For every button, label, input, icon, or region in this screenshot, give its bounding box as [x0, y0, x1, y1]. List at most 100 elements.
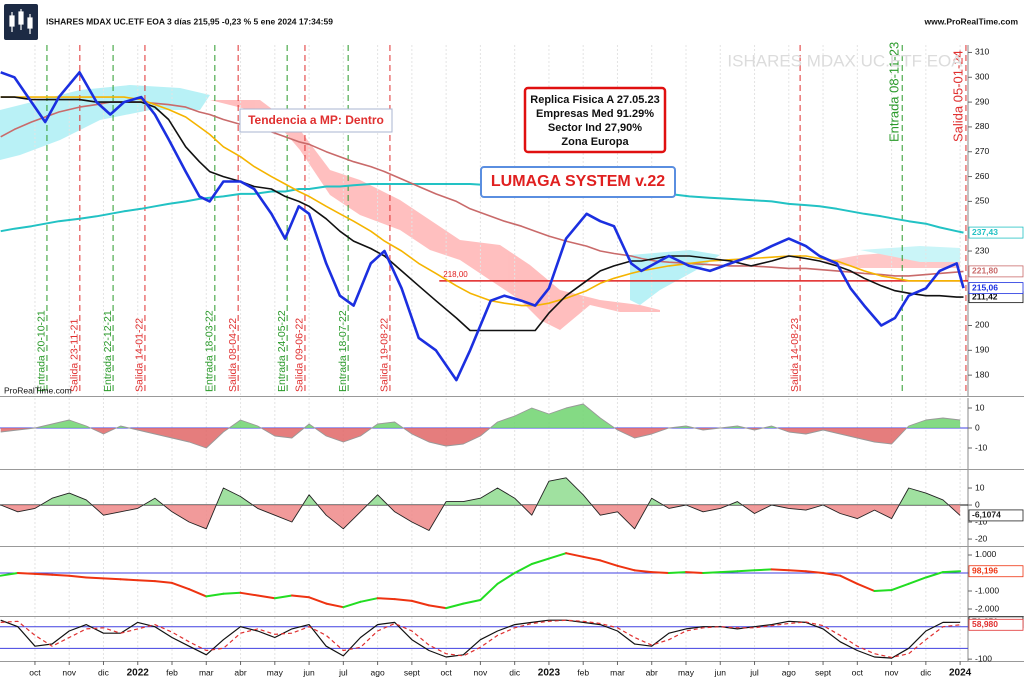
x-tick-label: dic: [509, 667, 521, 677]
y-tick-label: 0: [975, 422, 980, 432]
event-label: Entrada 24-05-22: [276, 310, 288, 392]
y-tick-label: 310: [975, 47, 989, 57]
series-line: [0, 96, 964, 332]
y-tick-label: 300: [975, 72, 989, 82]
line-segment: [153, 580, 174, 584]
line-segment: [856, 582, 876, 593]
y-tick-label: -20: [975, 533, 988, 543]
x-tick-label: mar: [199, 667, 214, 677]
line-segment: [68, 574, 88, 579]
line-segment: [496, 571, 516, 585]
x-tick-label: 2023: [538, 668, 561, 679]
line-segment: [239, 591, 259, 597]
event-label: Entrada 22-12-21: [102, 310, 114, 392]
line-segment: [616, 564, 636, 572]
x-tick-label: ago: [371, 667, 385, 677]
line-segment: [633, 569, 653, 574]
line-segment: [941, 570, 962, 574]
x-tick-label: 2024: [949, 668, 972, 679]
line-segment: [462, 599, 482, 605]
line-segment: [787, 569, 807, 573]
y-tick-label: 10: [975, 482, 985, 492]
y-tick-label: 290: [975, 96, 989, 106]
x-tick-label: nov: [62, 667, 76, 677]
line-segment: [753, 568, 773, 572]
x-tick-label: jul: [338, 667, 348, 677]
line-segment: [530, 557, 550, 565]
x-tick-label: nov: [474, 667, 488, 677]
y-tick-label: 10: [975, 402, 985, 412]
line-segment: [822, 571, 842, 577]
line-segment: [205, 592, 225, 598]
event-label: Salida 23-11-21: [69, 318, 81, 392]
value-tag: 58,980: [972, 619, 998, 629]
line-segment: [256, 594, 276, 600]
x-tick-label: abr: [646, 667, 658, 677]
oscillator-fill: [0, 477, 949, 506]
value-tag: -6,1074: [972, 510, 1001, 520]
series-line: [0, 96, 964, 307]
y-tick-label: 1.000: [975, 549, 997, 559]
event-label: Salida 05-01-24: [950, 50, 965, 142]
x-tick-label: ago: [782, 667, 796, 677]
y-tick-label: 260: [975, 171, 989, 181]
event-label: Entrada 20-10-21: [36, 310, 48, 392]
oscillator-fill: [0, 404, 961, 428]
x-tick-label: sept: [404, 667, 421, 677]
event-label: Entrada 18-03-22: [204, 310, 216, 392]
event-label: Salida 14-01-22: [134, 318, 146, 392]
line-segment: [445, 602, 465, 610]
line-segment: [513, 562, 533, 574]
value-tag-box: [968, 509, 1024, 522]
line-segment: [667, 571, 687, 574]
line-segment: [684, 571, 705, 574]
y-tick-label: -2.000: [975, 603, 999, 613]
x-tick-label: feb: [577, 667, 589, 677]
info-line: Empresas Med 91.29%: [536, 108, 654, 120]
line-segment: [393, 598, 413, 602]
line-segment: [102, 577, 122, 581]
x-tick-label: jun: [302, 667, 315, 677]
value-tag-box: [968, 265, 1024, 278]
event-label: Entrada 08-11-23: [887, 42, 902, 142]
line-segment: [290, 594, 311, 599]
line-segment: [222, 591, 242, 595]
line-segment: [582, 555, 602, 562]
line-segment: [273, 594, 293, 600]
y-tick-label: 200: [975, 320, 989, 330]
x-tick-label: nov: [885, 667, 899, 677]
line-segment: [342, 600, 362, 609]
y-tick-label: -10: [975, 442, 988, 452]
cloud-cyan: [860, 246, 960, 262]
cloud-red: [210, 100, 660, 330]
line-segment: [171, 581, 191, 591]
line-segment: [565, 552, 585, 558]
line-segment: [650, 571, 670, 574]
event-label: Salida 14-08-23: [789, 318, 801, 392]
line-segment: [308, 596, 328, 605]
line-segment: [873, 589, 893, 593]
trend-text: Tendencia a MP: Dentro: [248, 113, 384, 127]
line-segment: [16, 571, 36, 575]
line-segment: [890, 582, 910, 592]
value-tag-box: [968, 618, 1024, 631]
value-tag: 221,80: [972, 266, 998, 276]
y-tick-label: -100: [975, 653, 992, 663]
info-line: Replica Fisica A 27.05.23: [530, 94, 659, 106]
x-tick-label: sept: [815, 667, 832, 677]
line-segment: [719, 570, 739, 574]
value-tag: 215,06: [972, 282, 998, 292]
icon-candles: [9, 9, 33, 34]
line-segment: [924, 571, 944, 579]
oscillator-fill: [0, 505, 961, 531]
oscillator-line: [0, 477, 961, 531]
info-box: [523, 86, 667, 154]
header-title: ISHARES MDAX UC.ETF EOA 3 días 215,95 -0…: [46, 16, 333, 26]
value-tag: 211,42: [972, 291, 998, 301]
x-tick-label: may: [678, 667, 695, 677]
line-segment: [0, 571, 19, 577]
system-text: LUMAGA SYSTEM v.22: [491, 173, 665, 190]
series-line: [0, 183, 964, 234]
y-tick-label: 250: [975, 196, 989, 206]
